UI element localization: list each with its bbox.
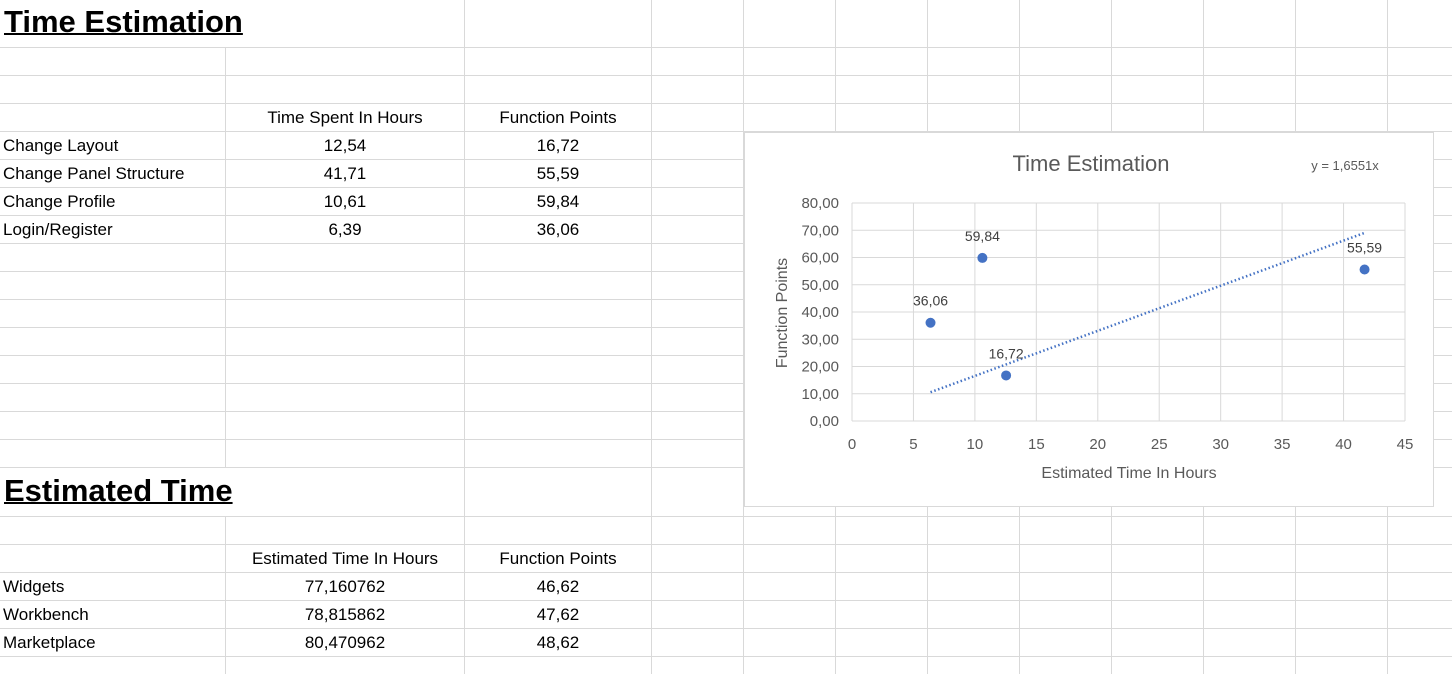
section-title-estimated-time: Estimated Time [4, 473, 233, 508]
section-title-time-estimation: Time Estimation [4, 4, 243, 39]
cell-fp-change-profile[interactable]: 59,84 [536, 192, 580, 211]
trendline-equation: y = 1,6551x [1311, 158, 1379, 173]
x-tick-label: 40 [1335, 436, 1352, 453]
row-name-login-register[interactable]: Login/Register [3, 220, 113, 239]
x-tick-label: 20 [1089, 436, 1106, 453]
trendline [930, 231, 1366, 394]
chart-title: Time Estimation [1013, 151, 1170, 176]
cell-fp-marketplace[interactable]: 48,62 [536, 633, 580, 652]
row-name-change-profile[interactable]: Change Profile [3, 192, 116, 211]
row-name-marketplace[interactable]: Marketplace [3, 633, 96, 652]
data-label: 16,72 [989, 345, 1024, 361]
cell-time-workbench[interactable]: 78,815862 [304, 605, 386, 624]
cell-fp-change-panel-structure[interactable]: 55,59 [536, 164, 580, 183]
cell-time-change-profile[interactable]: 10,61 [323, 192, 367, 211]
y-tick-label: 50,00 [801, 277, 839, 294]
title-cell-mask [0, 468, 464, 516]
y-axis-label: Function Points [774, 258, 791, 368]
data-label: 36,06 [913, 293, 948, 309]
cell-fp-change-layout[interactable]: 16,72 [536, 136, 580, 155]
y-tick-label: 70,00 [801, 222, 839, 239]
cell-time-marketplace[interactable]: 80,470962 [304, 633, 386, 652]
x-tick-label: 0 [848, 436, 856, 453]
y-tick-label: 40,00 [801, 304, 839, 321]
cell-time-change-layout[interactable]: 12,54 [323, 136, 367, 155]
header-function-points[interactable]: Function Points [499, 108, 617, 127]
y-tick-label: 60,00 [801, 250, 839, 267]
cell-time-change-panel-structure[interactable]: 41,71 [323, 164, 367, 183]
x-tick-label: 30 [1212, 436, 1229, 453]
row-name-widgets[interactable]: Widgets [3, 577, 65, 596]
header-time-spent[interactable]: Time Spent In Hours [267, 108, 423, 127]
data-label: 59,84 [965, 228, 1000, 244]
row-name-workbench[interactable]: Workbench [3, 605, 89, 624]
x-tick-label: 10 [967, 436, 984, 453]
header-function-points-2[interactable]: Function Points [499, 549, 617, 568]
data-point[interactable] [1359, 264, 1370, 275]
data-point[interactable] [1001, 370, 1012, 381]
data-label: 55,59 [1347, 240, 1382, 256]
y-tick-label: 20,00 [801, 359, 839, 376]
row-name-change-panel-structure[interactable]: Change Panel Structure [3, 164, 185, 183]
title-cell-mask [0, 0, 464, 47]
x-tick-label: 35 [1274, 436, 1291, 453]
x-tick-label: 25 [1151, 436, 1168, 453]
data-point[interactable] [925, 317, 936, 328]
cell-time-widgets[interactable]: 77,160762 [304, 577, 386, 596]
data-point[interactable] [977, 252, 988, 263]
cell-fp-workbench[interactable]: 47,62 [536, 605, 580, 624]
y-tick-label: 0,00 [810, 413, 839, 430]
x-tick-label: 45 [1397, 436, 1414, 453]
row-name-change-layout[interactable]: Change Layout [3, 136, 119, 155]
x-axis-label: Estimated Time In Hours [1041, 465, 1216, 482]
cell-time-login-register[interactable]: 6,39 [328, 220, 362, 239]
y-tick-label: 30,00 [801, 331, 839, 348]
cell-fp-login-register[interactable]: 36,06 [536, 220, 580, 239]
y-tick-label: 10,00 [801, 386, 839, 403]
y-tick-label: 80,00 [801, 195, 839, 212]
scatter-chart[interactable]: Time Estimation y = 1,6551x Estimated Ti… [744, 132, 1434, 507]
cell-fp-widgets[interactable]: 46,62 [536, 577, 580, 596]
x-tick-label: 15 [1028, 436, 1045, 453]
header-estimated-time[interactable]: Estimated Time In Hours [251, 549, 439, 568]
chart-canvas: Time Estimation y = 1,6551x Estimated Ti… [774, 151, 1414, 482]
x-tick-label: 5 [909, 436, 917, 453]
